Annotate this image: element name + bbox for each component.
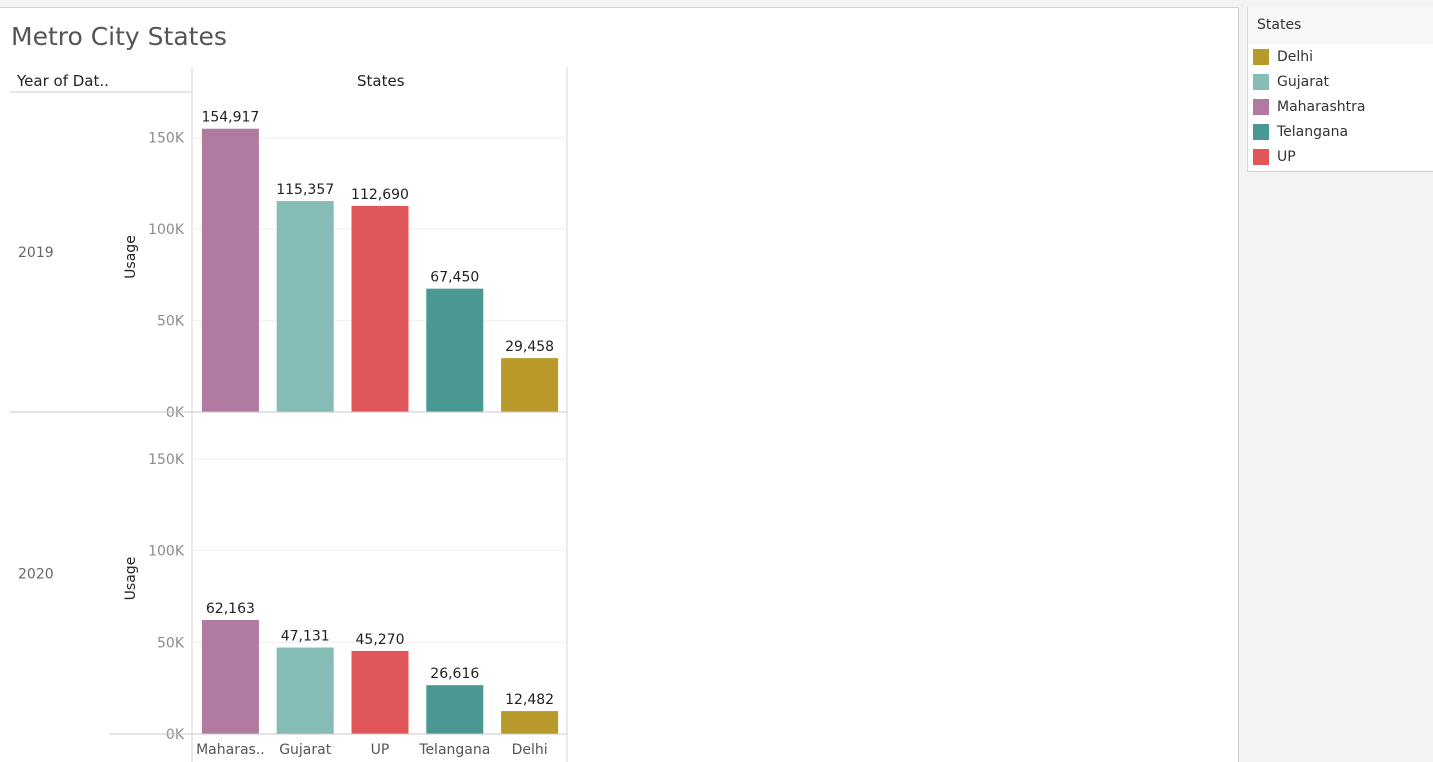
- data-label: 12,482: [505, 692, 554, 708]
- legend-label: Gujarat: [1277, 74, 1330, 90]
- legend-swatch: [1253, 149, 1269, 165]
- legend-item[interactable]: Maharashtra: [1253, 97, 1365, 117]
- column-field-header[interactable]: States: [357, 72, 405, 90]
- y-tick-label: 150K: [148, 452, 185, 468]
- data-label: 45,270: [356, 632, 405, 648]
- y-axis-label: Usage: [123, 235, 139, 279]
- chart-area: 0K 50K 100K 150K Usage 2019 154,917 115,357 112,…: [10, 67, 568, 762]
- bar: [351, 650, 409, 734]
- bar: [201, 619, 259, 734]
- y-tick-label: 0K: [166, 727, 185, 743]
- bar: [501, 711, 559, 734]
- data-label: 67,450: [430, 270, 479, 286]
- legend-header: [1248, 7, 1433, 44]
- legend: States Delhi Gujarat Maharashtra Telangana U…: [1247, 7, 1433, 172]
- x-tick-label: Maharas..: [196, 742, 265, 758]
- top-border: [0, 0, 1433, 8]
- data-label: 26,616: [430, 666, 479, 682]
- data-label: 115,357: [276, 182, 334, 198]
- legend-swatch: [1253, 49, 1269, 65]
- x-tick-label: Telangana: [418, 742, 490, 758]
- y-tick-label: 0K: [166, 405, 185, 421]
- data-label: 47,131: [281, 629, 330, 645]
- row-field-header[interactable]: Year of Dat..: [17, 72, 109, 90]
- y-tick-label: 150K: [148, 131, 185, 147]
- chart-title: Metro City States: [11, 22, 227, 51]
- legend-swatch: [1253, 74, 1269, 90]
- y-tick-label: 50K: [157, 635, 185, 651]
- legend-item[interactable]: Gujarat: [1253, 72, 1329, 92]
- y-axis-label: Usage: [123, 557, 139, 601]
- bar: [351, 205, 409, 412]
- row-label: 2019: [18, 245, 54, 261]
- bar: [276, 647, 334, 734]
- bar: [426, 288, 484, 412]
- legend-label: Telangana: [1277, 124, 1349, 140]
- legend-item[interactable]: UP: [1253, 147, 1296, 167]
- legend-title: States: [1257, 17, 1302, 33]
- bar: [501, 358, 559, 412]
- data-label: 112,690: [351, 187, 409, 203]
- bar: [276, 201, 334, 412]
- x-tick-label: UP: [371, 742, 390, 758]
- data-label: 154,917: [201, 110, 259, 126]
- legend-label: UP: [1277, 149, 1296, 165]
- x-tick-label: Delhi: [512, 742, 548, 758]
- data-label: 29,458: [505, 339, 554, 355]
- bar: [426, 685, 484, 734]
- legend-item[interactable]: Telangana: [1253, 122, 1348, 142]
- x-tick-label: Gujarat: [279, 742, 332, 758]
- bar: [201, 128, 259, 412]
- y-tick-label: 100K: [148, 544, 185, 560]
- y-tick-label: 100K: [148, 222, 185, 238]
- legend-label: Maharashtra: [1277, 99, 1366, 115]
- row-label: 2020: [18, 567, 54, 583]
- data-label: 62,163: [206, 601, 255, 617]
- legend-label: Delhi: [1277, 49, 1314, 65]
- legend-swatch: [1253, 99, 1269, 115]
- legend-swatch: [1253, 124, 1269, 140]
- legend-item[interactable]: Delhi: [1253, 47, 1313, 67]
- y-tick-label: 50K: [157, 314, 185, 330]
